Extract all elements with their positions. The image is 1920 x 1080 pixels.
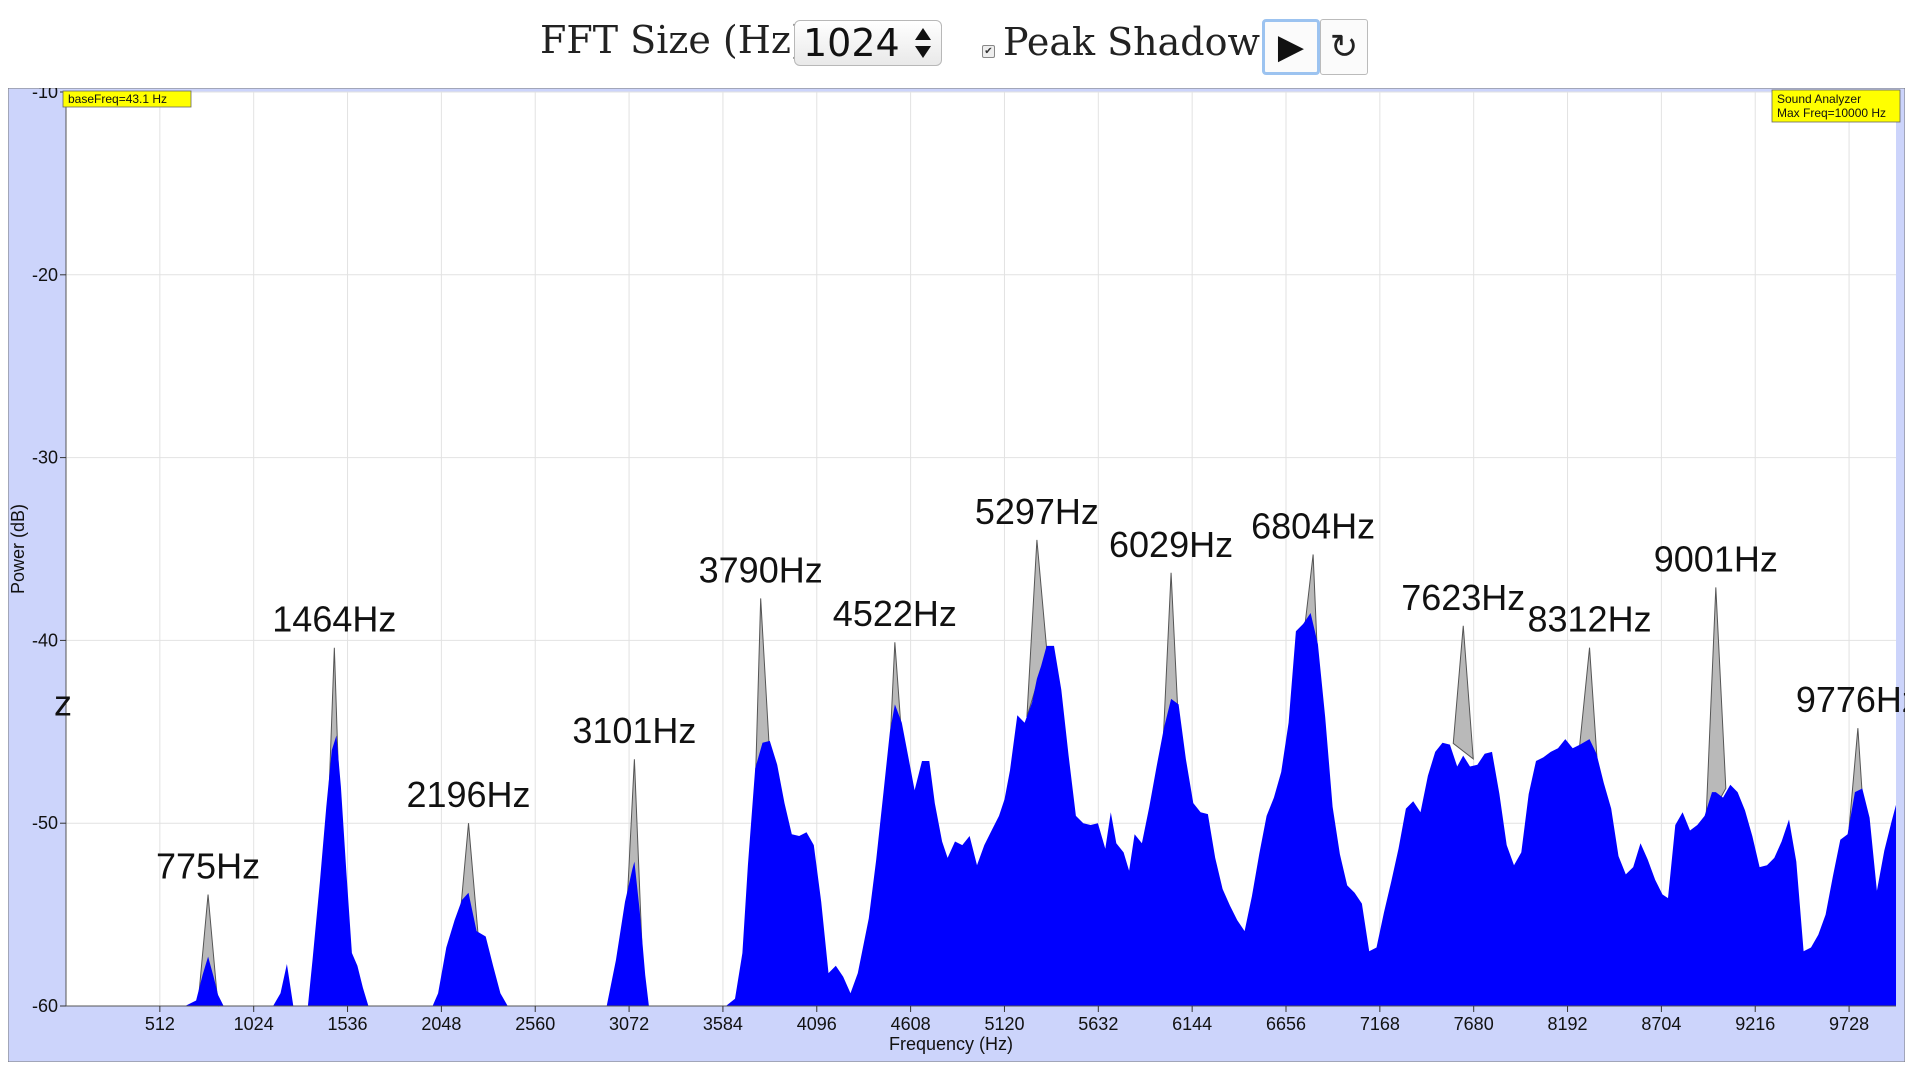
peak-label: 775Hz: [156, 845, 260, 886]
x-axis: 512 1024 1536 2048 2560 3072 3584 4096 4608 5120 5…: [66, 1005, 1896, 1034]
peak-shadow-label: Peak Shadow: [1003, 20, 1261, 64]
base-frequency-text: baseFreq=43.1 Hz: [68, 92, 167, 106]
play-icon: ▶: [1277, 28, 1305, 66]
x-tick-label: 3072: [609, 1014, 649, 1034]
x-tick-label: 5632: [1078, 1014, 1118, 1034]
x-axis-title: Frequency (Hz): [889, 1034, 1013, 1054]
y-tick-label: -30: [32, 448, 58, 468]
y-tick-label: -50: [32, 813, 58, 833]
y-axis-title: Power (dB): [8, 504, 28, 594]
peak-label: 9001Hz: [1654, 538, 1778, 579]
x-tick-label: 9728: [1829, 1014, 1869, 1034]
analyzer-title-text: Sound Analyzer: [1777, 92, 1861, 106]
x-tick-label: 2048: [421, 1014, 461, 1034]
x-tick-label: 2560: [515, 1014, 555, 1034]
x-tick-label: 6656: [1266, 1014, 1306, 1034]
peak-label: 6029Hz: [1109, 524, 1233, 565]
peak-label: 1464Hz: [272, 599, 396, 640]
y-tick-label: -20: [32, 265, 58, 285]
peak-shadow: [1452, 625, 1474, 760]
peak-label: 3790Hz: [699, 549, 823, 590]
peak-label: 2196Hz: [406, 774, 530, 815]
stepper-arrows-icon[interactable]: [913, 25, 933, 61]
peak-shadow-checkbox[interactable]: ✔: [982, 45, 995, 58]
x-tick-label: 4608: [891, 1014, 931, 1034]
peak-label: 3101Hz: [572, 710, 696, 751]
x-tick-label: 3584: [703, 1014, 743, 1034]
y-tick-label: -10: [32, 88, 58, 102]
fft-size-value: 1024: [803, 21, 900, 65]
peak-label: 4522Hz: [833, 593, 957, 634]
y-tick-label: -40: [32, 630, 58, 650]
toolbar: FFT Size (Hz): 1024 ✔ Peak Shadow ▶ ↻: [0, 0, 1920, 90]
peak-label: 8312Hz: [1527, 599, 1651, 640]
spectrum-area: [139, 613, 1896, 1006]
x-tick-label: 8704: [1641, 1014, 1681, 1034]
max-frequency-text: Max Freq=10000 Hz: [1777, 106, 1886, 120]
x-tick-label: 8192: [1548, 1014, 1588, 1034]
fft-size-stepper[interactable]: 1024: [794, 20, 942, 66]
reset-icon: ↻: [1329, 28, 1359, 66]
x-tick-label: 7680: [1454, 1014, 1494, 1034]
x-tick-label: 512: [145, 1014, 175, 1034]
peak-label: z: [54, 683, 72, 724]
spectrum-chart: -10 -20 -30 -40 -50 -60 512 1024 1536 2048 2560 30…: [8, 88, 1905, 1062]
x-tick-label: 6144: [1172, 1014, 1212, 1034]
peak-label: 5297Hz: [975, 491, 1099, 532]
x-tick-label: 4096: [797, 1014, 837, 1034]
x-tick-label: 5120: [984, 1014, 1024, 1034]
x-tick-label: 9216: [1735, 1014, 1775, 1034]
y-tick-label: -60: [32, 996, 58, 1016]
reset-button[interactable]: ↻: [1320, 19, 1368, 75]
peak-label: 6804Hz: [1251, 505, 1375, 546]
x-tick-label: 1536: [328, 1014, 368, 1034]
x-tick-label: 7168: [1360, 1014, 1400, 1034]
analyzer-info-badge: Sound Analyzer Max Freq=10000 Hz: [1771, 89, 1901, 123]
x-tick-label: 1024: [234, 1014, 274, 1034]
y-axis: -10 -20 -30 -40 -50 -60: [32, 88, 67, 1016]
peak-label: 7623Hz: [1401, 577, 1525, 618]
fft-size-label: FFT Size (Hz):: [540, 18, 819, 62]
base-frequency-badge: baseFreq=43.1 Hz: [62, 90, 192, 108]
play-button[interactable]: ▶: [1262, 19, 1320, 75]
